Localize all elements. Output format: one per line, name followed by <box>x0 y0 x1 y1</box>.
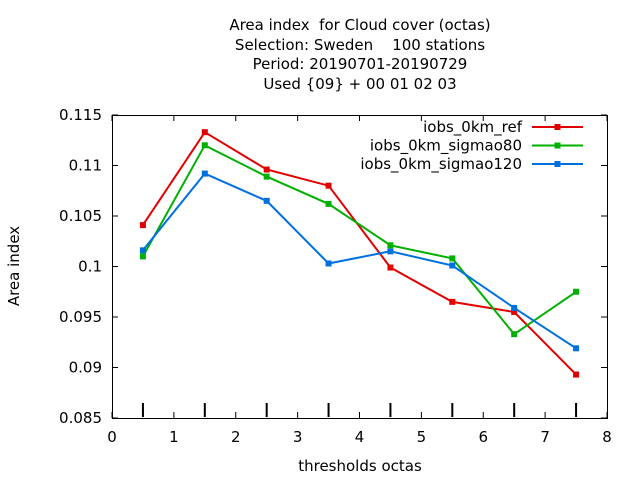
data-point <box>449 298 456 305</box>
x-tick-label: 6 <box>478 428 488 446</box>
data-point <box>387 248 394 255</box>
data-point <box>573 288 580 295</box>
series-line-iobs_0km_ref <box>142 130 577 376</box>
data-point <box>387 242 394 249</box>
x-tick-label: 2 <box>231 428 241 446</box>
title-line-1: Area index for Cloud cover (octas) <box>229 16 491 34</box>
x-tick-label: 0 <box>107 428 117 446</box>
data-point <box>139 222 146 229</box>
data-point <box>325 182 332 189</box>
axis-ticks: 0 1 2 3 4 5 6 7 8 0.085 0.09 0.095 0.1 0.105 0.11 0.115 <box>59 106 612 446</box>
x-tick-label: 3 <box>293 428 303 446</box>
data-point <box>201 170 208 177</box>
x-tick-label: 1 <box>169 428 179 446</box>
data-point <box>139 247 146 254</box>
y-tick-label: 0.11 <box>69 157 102 175</box>
legend-label: iobs_0km_sigmao120 <box>360 155 522 174</box>
x-tick-label: 7 <box>540 428 550 446</box>
data-point <box>511 331 518 338</box>
x-tick-label: 5 <box>417 428 427 446</box>
x-axis-label: thresholds octas <box>298 457 422 475</box>
data-point <box>573 371 580 378</box>
sample-markers <box>141 403 578 417</box>
y-tick-label: 0.105 <box>59 207 102 225</box>
data-point <box>325 260 332 267</box>
data-point <box>511 308 518 315</box>
legend-swatch-marker <box>554 161 561 167</box>
x-tick-label: 4 <box>355 428 365 446</box>
data-point <box>325 200 332 207</box>
data-point <box>263 197 270 204</box>
y-tick-label: 0.085 <box>59 409 102 427</box>
legend-swatch-marker <box>554 124 561 130</box>
data-point <box>511 304 518 311</box>
data-point <box>201 129 208 136</box>
chart-title: Area index for Cloud cover (octas) Selec… <box>112 16 608 94</box>
title-line-3: Period: 20190701-20190729 <box>252 55 468 73</box>
data-point <box>201 142 208 149</box>
legend: iobs_0km_refiobs_0km_sigmao80iobs_0km_si… <box>360 118 583 174</box>
data-point <box>263 166 270 173</box>
y-tick-label: 0.09 <box>69 359 102 377</box>
data-point <box>387 264 394 271</box>
series-line-iobs_0km_sigmao120 <box>142 172 577 350</box>
x-tick-label: 8 <box>602 428 612 446</box>
series-lines <box>139 129 580 378</box>
legend-swatch-marker <box>554 142 561 149</box>
y-tick-label: 0.095 <box>59 308 102 326</box>
data-point <box>449 262 456 269</box>
y-tick-label: 0.115 <box>59 106 102 124</box>
data-point <box>449 255 456 262</box>
y-tick-label: 0.1 <box>78 258 102 276</box>
data-point <box>263 173 270 180</box>
legend-label: iobs_0km_sigmao80 <box>370 137 522 156</box>
series-line-iobs_0km_sigmao80 <box>142 143 577 336</box>
legend-label: iobs_0km_ref <box>423 118 523 137</box>
title-line-2: Selection: Sweden 100 stations <box>234 35 486 54</box>
data-point <box>573 345 580 352</box>
title-line-4: Used {09} + 00 01 02 03 <box>263 74 457 93</box>
data-point <box>139 253 146 260</box>
